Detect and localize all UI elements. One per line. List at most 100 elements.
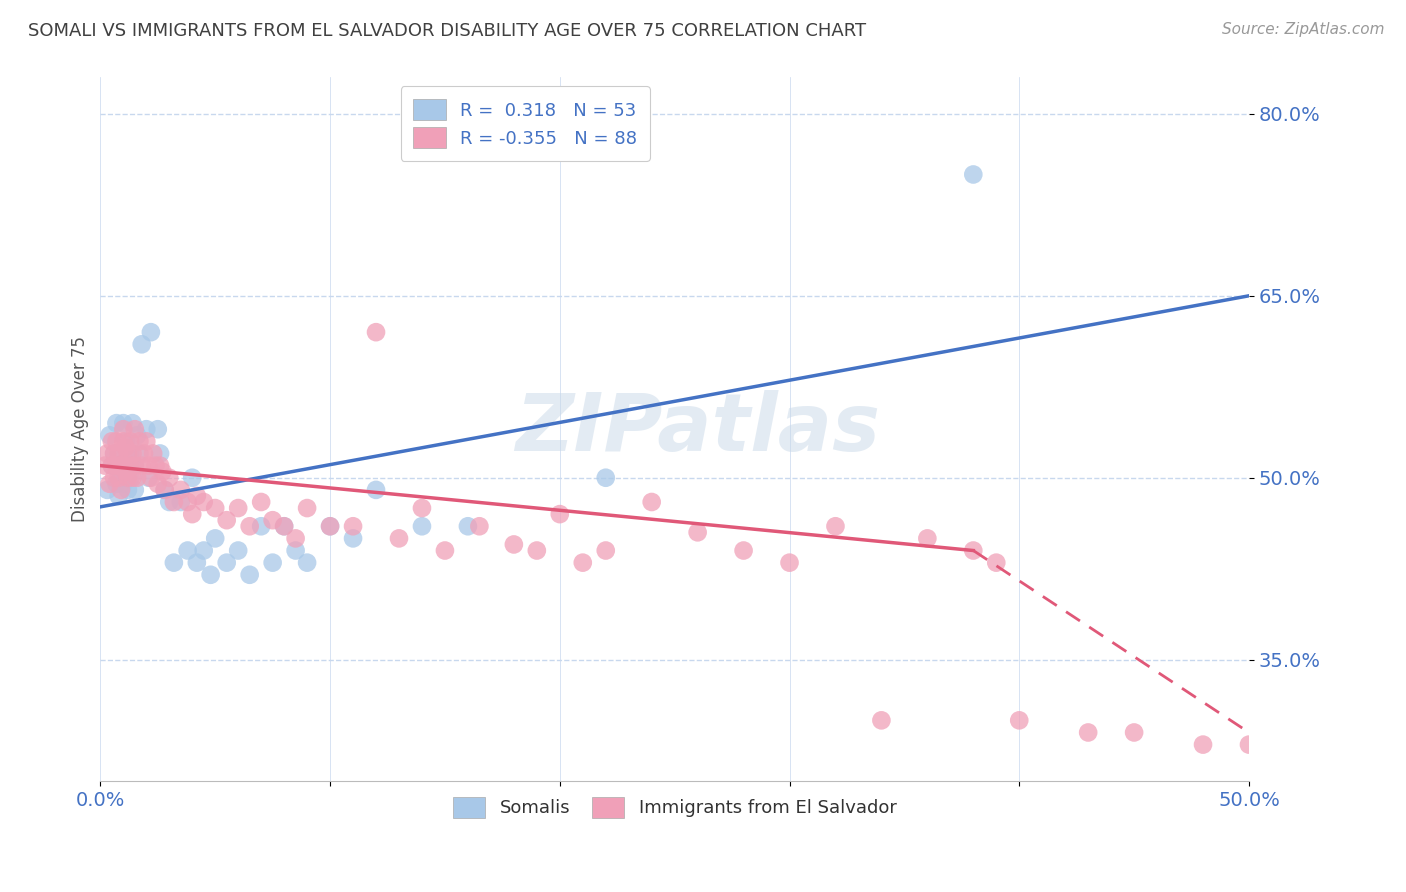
Point — [132, 446, 155, 460]
Point — [1375, 483, 1398, 497]
Point — [526, 543, 548, 558]
Point — [181, 471, 204, 485]
Point — [112, 458, 135, 473]
Y-axis label: Disability Age Over 75: Disability Age Over 75 — [72, 336, 89, 522]
Point — [200, 567, 222, 582]
Point — [112, 422, 135, 436]
Point — [962, 168, 984, 182]
Point — [986, 556, 1008, 570]
Point — [548, 507, 571, 521]
Point — [121, 446, 143, 460]
Point — [114, 471, 136, 485]
Point — [250, 519, 273, 533]
Point — [226, 543, 249, 558]
Point — [215, 556, 238, 570]
Point — [120, 434, 142, 449]
Point — [103, 446, 125, 460]
Point — [107, 446, 129, 460]
Point — [319, 519, 342, 533]
Point — [1237, 738, 1260, 752]
Point — [127, 471, 149, 485]
Point — [433, 543, 456, 558]
Point — [468, 519, 491, 533]
Point — [110, 471, 132, 485]
Point — [457, 519, 479, 533]
Text: ZIPatlas: ZIPatlas — [515, 390, 880, 468]
Point — [1284, 749, 1306, 764]
Point — [117, 471, 139, 485]
Point — [917, 532, 939, 546]
Point — [135, 422, 157, 436]
Point — [105, 476, 128, 491]
Point — [128, 446, 150, 460]
Point — [186, 556, 208, 570]
Point — [114, 465, 136, 479]
Point — [163, 556, 186, 570]
Point — [388, 532, 411, 546]
Point — [135, 434, 157, 449]
Point — [779, 556, 801, 570]
Point — [1330, 762, 1353, 776]
Point — [103, 471, 125, 485]
Text: Source: ZipAtlas.com: Source: ZipAtlas.com — [1222, 22, 1385, 37]
Point — [157, 495, 180, 509]
Point — [595, 471, 617, 485]
Point — [163, 495, 186, 509]
Point — [98, 428, 121, 442]
Point — [262, 513, 284, 527]
Point — [114, 441, 136, 455]
Point — [411, 501, 433, 516]
Point — [962, 543, 984, 558]
Point — [149, 458, 172, 473]
Point — [101, 458, 124, 473]
Point — [96, 483, 118, 497]
Point — [342, 532, 364, 546]
Point — [824, 519, 846, 533]
Point — [733, 543, 755, 558]
Point — [273, 519, 295, 533]
Point — [117, 446, 139, 460]
Point — [176, 543, 198, 558]
Point — [284, 543, 307, 558]
Point — [107, 458, 129, 473]
Point — [149, 446, 172, 460]
Point — [364, 483, 387, 497]
Point — [1008, 714, 1031, 728]
Point — [139, 325, 162, 339]
Point — [146, 422, 169, 436]
Point — [96, 446, 118, 460]
Point — [870, 714, 893, 728]
Point — [157, 471, 180, 485]
Point — [239, 567, 262, 582]
Point — [110, 458, 132, 473]
Point — [124, 458, 146, 473]
Point — [204, 501, 226, 516]
Point — [411, 519, 433, 533]
Point — [295, 501, 318, 516]
Point — [127, 428, 149, 442]
Point — [121, 416, 143, 430]
Point — [121, 471, 143, 485]
Point — [128, 434, 150, 449]
Point — [131, 337, 153, 351]
Point — [170, 483, 193, 497]
Point — [120, 458, 142, 473]
Point — [342, 519, 364, 533]
Point — [124, 422, 146, 436]
Point — [98, 476, 121, 491]
Text: SOMALI VS IMMIGRANTS FROM EL SALVADOR DISABILITY AGE OVER 75 CORRELATION CHART: SOMALI VS IMMIGRANTS FROM EL SALVADOR DI… — [28, 22, 866, 40]
Point — [110, 483, 132, 497]
Point — [595, 543, 617, 558]
Point — [112, 434, 135, 449]
Point — [124, 483, 146, 497]
Point — [105, 434, 128, 449]
Point — [1192, 738, 1215, 752]
Point — [142, 446, 165, 460]
Point — [114, 434, 136, 449]
Point — [181, 507, 204, 521]
Point — [101, 458, 124, 473]
Point — [686, 525, 709, 540]
Point — [193, 543, 215, 558]
Point — [139, 471, 162, 485]
Point — [105, 416, 128, 430]
